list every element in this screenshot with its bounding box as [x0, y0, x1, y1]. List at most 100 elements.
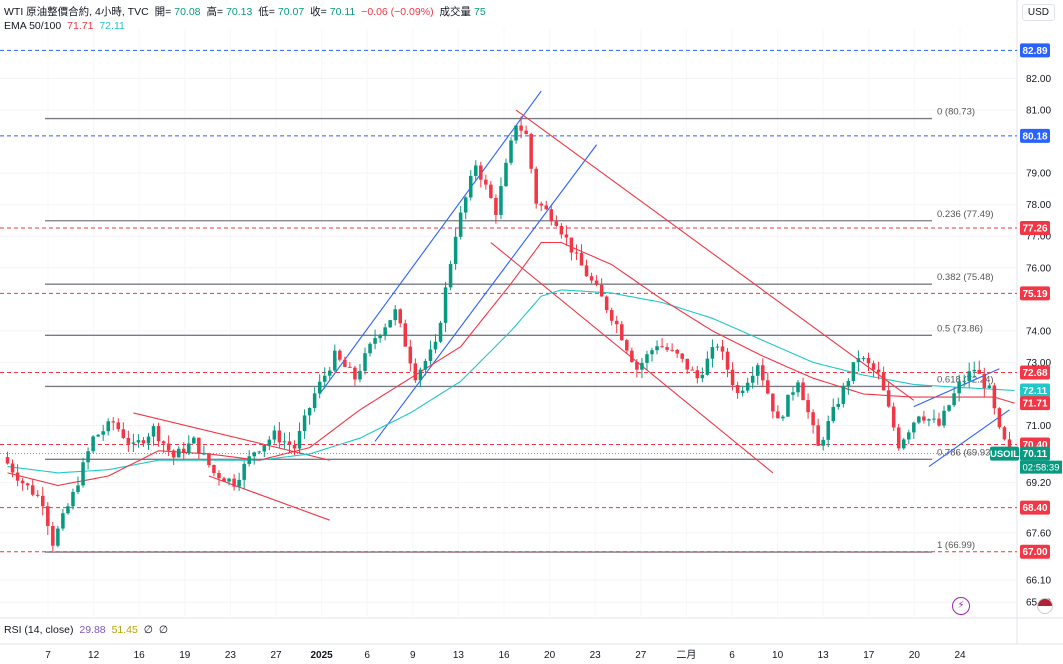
candle-body	[690, 369, 695, 371]
candle-body	[458, 212, 463, 237]
close-label: 收=	[310, 6, 327, 18]
time-axis: 7 12 16 19 23 27 2025 6 9 13 16 20 23 27 二月 6 10 13 17 20 24	[45, 649, 966, 661]
candle-body	[534, 168, 538, 204]
ema100-line	[7, 289, 1015, 474]
candle-body	[126, 437, 131, 444]
x-tick-label: 24	[954, 650, 966, 661]
level-tag	[1020, 500, 1050, 515]
fib-label: 0.382 (75.48)	[937, 272, 994, 283]
candle-body	[317, 381, 322, 394]
candle-body	[660, 346, 664, 348]
candle-body	[1002, 427, 1007, 440]
candle-body	[922, 416, 926, 421]
candle-body	[871, 363, 876, 370]
lightning-icon[interactable]: ⚡	[952, 597, 970, 615]
candle-body	[630, 350, 634, 362]
candle-body	[831, 406, 836, 422]
candle-body	[861, 357, 866, 359]
candle-body	[499, 186, 503, 215]
symbol-title: WTI 原油整價合約, 4小時, TVC	[4, 6, 149, 18]
candle-body	[25, 483, 30, 486]
candle-body	[121, 429, 126, 438]
trend-line	[374, 144, 598, 442]
candle-body	[20, 480, 25, 484]
candle-body	[368, 343, 372, 354]
candle-body	[171, 450, 176, 458]
candle-body	[227, 478, 231, 482]
candles	[5, 116, 1012, 551]
y-tick-label: 74.00	[1026, 326, 1051, 337]
candle-body	[982, 373, 987, 388]
candle-body	[322, 375, 327, 382]
candle-body	[750, 375, 755, 383]
candle-body	[856, 358, 861, 363]
candle-body	[91, 436, 95, 452]
price-tag	[1020, 396, 1050, 411]
candle-body	[277, 430, 282, 443]
candle-body	[771, 393, 775, 412]
candle-body	[544, 205, 549, 210]
level-tag	[1020, 544, 1050, 559]
candle-body	[700, 374, 705, 379]
candle-body	[111, 421, 116, 423]
candle-body	[806, 400, 810, 413]
fib-label: 0 (80.73)	[937, 107, 975, 118]
candle-body	[625, 340, 629, 351]
candle-body	[151, 426, 156, 437]
x-tick-label: 17	[863, 650, 875, 661]
candle-body	[272, 430, 277, 440]
candle-body	[297, 431, 302, 449]
x-tick-label: 23	[590, 650, 602, 661]
candle-body	[962, 380, 966, 382]
candle-body	[745, 382, 750, 391]
candle-body	[519, 125, 523, 131]
candle-body	[614, 320, 619, 325]
candle-body	[816, 425, 820, 446]
price-tag-label: 72.11	[1023, 386, 1048, 397]
currency-button[interactable]: USD	[1021, 4, 1055, 21]
level-tag-label: 70.40	[1022, 440, 1047, 451]
x-tick-label: 16	[134, 650, 146, 661]
candle-body	[695, 370, 700, 379]
candle-body	[927, 419, 931, 421]
candle-body	[287, 441, 292, 445]
candle-body	[841, 385, 846, 404]
candle-body	[161, 441, 166, 444]
candle-body	[997, 408, 1002, 428]
x-tick-label: 12	[88, 650, 100, 661]
candle-body	[96, 434, 100, 437]
low-label: 低=	[258, 6, 275, 18]
candle-body	[398, 309, 403, 324]
candle-body	[836, 403, 841, 407]
candle-body	[237, 479, 241, 487]
level-tag	[1020, 128, 1050, 143]
candle-body	[423, 360, 428, 370]
symbol-badge	[990, 446, 1019, 461]
level-tag-label: 68.40	[1022, 503, 1047, 514]
candle-body	[801, 382, 805, 401]
candle-body	[720, 346, 725, 352]
y-tick-label: 66.10	[1026, 576, 1051, 587]
candle-body	[428, 349, 433, 361]
candle-body	[907, 432, 911, 440]
candle-body	[665, 347, 669, 350]
candle-body	[952, 393, 956, 406]
y-tick-label: 71.00	[1026, 421, 1051, 432]
candle-body	[463, 197, 468, 213]
candle-body	[302, 415, 307, 432]
level-tag-label: 77.26	[1022, 224, 1047, 235]
candle-body	[232, 478, 236, 487]
candle-body	[393, 309, 397, 321]
candle-body	[881, 372, 886, 391]
candle-body	[564, 234, 569, 238]
candle-body	[755, 365, 760, 376]
open-value: 70.08	[174, 6, 201, 18]
candle-body	[650, 350, 654, 355]
candle-body	[917, 416, 921, 423]
candle-body	[30, 485, 35, 495]
candle-body	[710, 347, 715, 359]
candle-body	[977, 369, 982, 374]
trend-line	[515, 109, 915, 401]
candle-body	[559, 225, 564, 235]
